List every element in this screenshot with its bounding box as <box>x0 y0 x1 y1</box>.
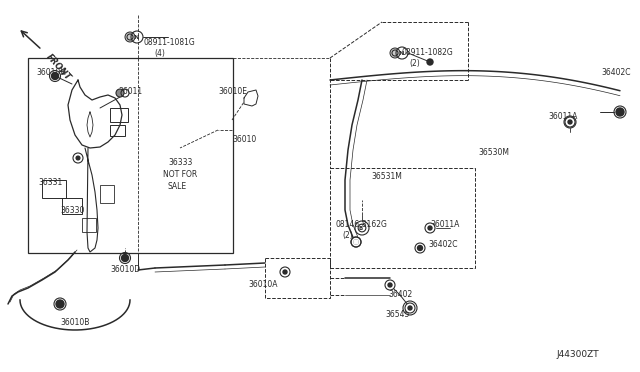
Text: FRONT: FRONT <box>44 52 72 82</box>
Text: 36402C: 36402C <box>601 68 630 77</box>
Text: N: N <box>133 35 139 40</box>
Text: N: N <box>399 51 404 56</box>
Circle shape <box>405 303 415 313</box>
Bar <box>100 185 114 203</box>
Text: 36333: 36333 <box>168 158 193 167</box>
Text: 36011: 36011 <box>118 87 142 96</box>
Circle shape <box>417 246 422 250</box>
Circle shape <box>76 156 80 160</box>
Circle shape <box>425 223 435 233</box>
Text: 36010B: 36010B <box>60 318 90 327</box>
Text: 36402C: 36402C <box>428 240 458 249</box>
Circle shape <box>616 108 624 116</box>
Text: 36010H: 36010H <box>36 68 66 77</box>
Text: J44300ZT: J44300ZT <box>556 350 598 359</box>
Circle shape <box>568 120 572 124</box>
Text: 08911-1082G: 08911-1082G <box>402 48 454 57</box>
Text: 36531M: 36531M <box>371 172 402 181</box>
Circle shape <box>51 73 58 80</box>
Text: 36545: 36545 <box>385 310 410 319</box>
Circle shape <box>116 89 124 97</box>
Text: 36010: 36010 <box>232 135 256 144</box>
Circle shape <box>125 32 135 42</box>
Circle shape <box>427 59 433 65</box>
Circle shape <box>565 117 575 127</box>
Text: (2): (2) <box>409 59 420 68</box>
Circle shape <box>428 226 432 230</box>
Text: 36402: 36402 <box>388 290 412 299</box>
Circle shape <box>280 267 290 277</box>
Bar <box>82 218 96 232</box>
Circle shape <box>283 270 287 274</box>
Text: 36010E: 36010E <box>218 87 247 96</box>
Circle shape <box>388 283 392 287</box>
Circle shape <box>351 237 361 247</box>
Text: 36011A: 36011A <box>430 220 460 229</box>
Circle shape <box>354 240 358 244</box>
Text: 08911-1081G: 08911-1081G <box>144 38 196 47</box>
Text: 36330: 36330 <box>60 206 84 215</box>
Circle shape <box>385 280 395 290</box>
Text: 08146-8162G: 08146-8162G <box>336 220 388 229</box>
Bar <box>62 198 82 214</box>
Circle shape <box>354 240 358 244</box>
Text: (4): (4) <box>154 49 165 58</box>
Text: NOT FOR: NOT FOR <box>163 170 197 179</box>
Circle shape <box>122 254 129 262</box>
Bar <box>28 58 233 253</box>
Text: B: B <box>359 227 363 231</box>
Circle shape <box>56 300 64 308</box>
Text: 36331: 36331 <box>38 178 62 187</box>
Circle shape <box>390 48 400 58</box>
Text: (2): (2) <box>342 231 353 240</box>
Bar <box>330 168 475 268</box>
Bar <box>110 108 128 122</box>
Circle shape <box>408 306 412 310</box>
Bar <box>265 258 330 298</box>
Text: 36010A: 36010A <box>248 280 278 289</box>
Text: SALE: SALE <box>168 182 187 191</box>
Bar <box>110 125 125 136</box>
Text: 36011A: 36011A <box>548 112 577 121</box>
Bar <box>42 180 66 198</box>
Text: 36530M: 36530M <box>478 148 509 157</box>
Text: 36010D: 36010D <box>110 265 140 274</box>
